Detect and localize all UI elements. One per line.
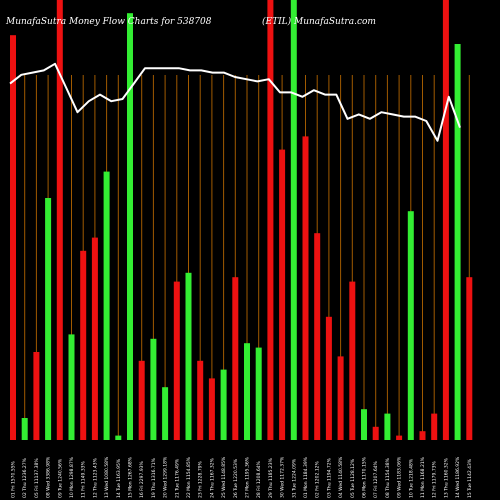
- bar: [372, 426, 379, 440]
- bar: [150, 338, 157, 440]
- bar: [384, 413, 391, 440]
- x-tick-label: 11 Fri 1149.33%: [81, 460, 87, 498]
- bar: [290, 0, 297, 440]
- bar: [173, 281, 180, 440]
- bar: [138, 360, 145, 440]
- x-tick-label: 12 Thu 1123.43%: [92, 457, 98, 498]
- x-tick-label: 19 Thu 1316.71%: [151, 457, 157, 498]
- bar: [361, 409, 367, 440]
- bar: [103, 171, 110, 440]
- x-tick-label: 26 Tue 1220.53%: [233, 458, 239, 498]
- x-tick-label: 27 Mon 1195.36%: [245, 456, 251, 498]
- x-tick-label: 23 Fri 1228.79%: [198, 460, 204, 498]
- x-tick-label: 29 Thu 1185.23%: [268, 457, 274, 498]
- bar: [431, 413, 438, 440]
- bar: [115, 435, 122, 440]
- bar: [454, 44, 461, 440]
- chart-title-left: MunafaSutra Money Flow Charts for 538708: [5, 17, 212, 27]
- x-tick-label: 01 Mon 1184.39%: [303, 456, 309, 498]
- bar: [56, 0, 63, 440]
- line-series: [9, 62, 461, 142]
- x-tick-label: 06 Mon 1170.15%: [362, 456, 368, 498]
- bar: [325, 316, 332, 440]
- x-tick-label: 30 Wed 1172.37%: [280, 456, 286, 498]
- bar: [80, 250, 87, 440]
- bar: [407, 211, 414, 440]
- x-tick-label: 22 Mon 1154.85%: [186, 456, 192, 498]
- x-tick-label: 24 Thu 1167.32%: [209, 457, 215, 498]
- bar: [396, 435, 403, 440]
- x-tick-label: 20 Wed 1299.18%: [163, 456, 169, 498]
- bar: [127, 13, 133, 440]
- x-tick-label: 07 Fri 1207.64%: [373, 460, 379, 498]
- x-tick-label: 31 Tue 1224.09%: [291, 458, 297, 498]
- bar: [197, 360, 204, 440]
- bar: [349, 281, 356, 440]
- x-tick-label: 09 Wed 1183.06%: [397, 456, 403, 498]
- bars: [10, 0, 473, 440]
- x-tick-label: 21 Tue 1176.49%: [174, 458, 180, 498]
- x-tick-label: 14 Tue 1163.95%: [116, 458, 122, 498]
- x-tick-label: 09 Tue 1240.56%: [57, 458, 63, 498]
- bar: [68, 334, 75, 440]
- bar: [33, 352, 40, 440]
- bar: [279, 149, 286, 440]
- x-tick-label: 10 Mon 1298.87%: [69, 456, 75, 498]
- x-tick-label: 13 Thu 1160.32%: [443, 457, 449, 498]
- x-tick-label: 16 Fri 2297.93%: [139, 460, 145, 498]
- bar: [466, 277, 473, 440]
- x-tick-label: 12 Fri 1179.73%: [432, 460, 438, 498]
- x-tick-label: 25 Wed 1148.85%: [221, 456, 227, 498]
- bar: [314, 233, 321, 440]
- x-tick-label: 08 Thu 1154.38%: [385, 457, 391, 498]
- x-tick-label: 10 Tue 1218.48%: [408, 458, 414, 498]
- x-tick-label: 15 Mon 1267.68%: [128, 456, 134, 498]
- bar: [267, 0, 274, 440]
- x-tick-label: 08 Wed 3386.98%: [46, 456, 52, 498]
- bar: [208, 378, 215, 440]
- bar: [232, 277, 239, 440]
- bar: [91, 237, 98, 440]
- x-tick-label: 04 Wed 1140.58%: [338, 456, 344, 498]
- x-tick-label: 02 Thu 1236.27%: [22, 457, 28, 498]
- x-tick-label: 02 Fri 1202.12%: [315, 460, 321, 498]
- bar: [419, 431, 426, 440]
- x-tick-label: 15 Tue 1142.43%: [467, 458, 473, 498]
- bar: [302, 136, 309, 440]
- x-tick-label: 03 Thu 1194.72%: [326, 457, 332, 498]
- x-tick-label: 05 Fri 11137.38%: [34, 458, 40, 498]
- bar: [21, 418, 28, 440]
- bar: [45, 198, 52, 440]
- bar: [244, 343, 250, 440]
- bar: [442, 0, 449, 440]
- bar: [185, 272, 192, 440]
- money-flow-line: [9, 62, 461, 142]
- bar: [220, 369, 227, 440]
- bar: [10, 35, 16, 440]
- x-tick-label: 13 Wed 1080.58%: [104, 456, 110, 498]
- x-tick-labels: 01 Fri 1570.55% 02 Thu 1236.27% 05 Fri 111…: [11, 456, 473, 498]
- x-tick-label: 11 Mon 1168.21%: [420, 456, 426, 498]
- x-tick-label: 28 Fri 1208.64%: [256, 460, 262, 498]
- bar: [162, 387, 169, 440]
- x-tick-label: 14 Wed 1186.92%: [455, 456, 461, 498]
- x-tick-label: 05 Tue 1128.12%: [350, 458, 356, 498]
- bar: [255, 347, 262, 440]
- x-tick-label: 01 Fri 1570.55%: [11, 460, 17, 498]
- chart-title-right: (ETIL) MunafaSutra.com: [262, 16, 376, 27]
- bar: [337, 356, 344, 440]
